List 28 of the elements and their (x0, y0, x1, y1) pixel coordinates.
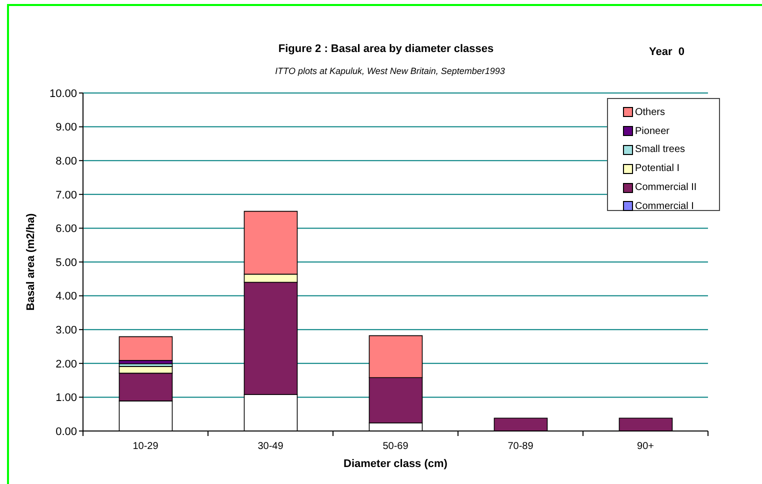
legend-label: Commercial I (635, 200, 694, 212)
legend-label: Potential I (635, 163, 680, 174)
x-tick-label: 50-69 (382, 441, 409, 452)
legend-label: Others (635, 106, 666, 118)
y-tick-label: 5.00 (56, 256, 77, 269)
y-tick-label: 0.00 (56, 426, 77, 438)
y-tick-label: 2.00 (56, 358, 77, 370)
y-tick-label: 7.00 (56, 189, 77, 202)
x-tick-label: 70-89 (508, 441, 534, 452)
y-tick-label: 3.00 (56, 324, 77, 337)
y-tick-label: 10.00 (49, 88, 77, 100)
x-tick-label: 10-29 (132, 441, 159, 452)
x-tick-label: 30-49 (258, 441, 284, 452)
y-tick-label: 8.00 (56, 156, 77, 168)
y-tick-label: 1.00 (56, 392, 77, 404)
y-tick-label: 6.00 (56, 223, 77, 236)
chart-subtitle: ITTO plots at Kapuluk, West New Britain, September1993 (274, 66, 506, 76)
text: Year 0 (649, 46, 684, 58)
x-tick-label: 90+ (637, 441, 654, 452)
legend-label: Pioneer (635, 126, 670, 137)
y-tick-label: 4.00 (56, 290, 77, 303)
chart-title: Figure 2 : Basal area by diameter classes (278, 43, 494, 55)
y-axis-title: Basal area (m2/ha) (25, 213, 37, 311)
bar (118, 336, 173, 361)
legend-label: Small trees (635, 144, 686, 156)
x-axis-title: Diameter class (cm) (342, 458, 448, 470)
y-tick-label: 9.00 (56, 122, 77, 134)
legend-label: Commercial II (635, 182, 697, 194)
